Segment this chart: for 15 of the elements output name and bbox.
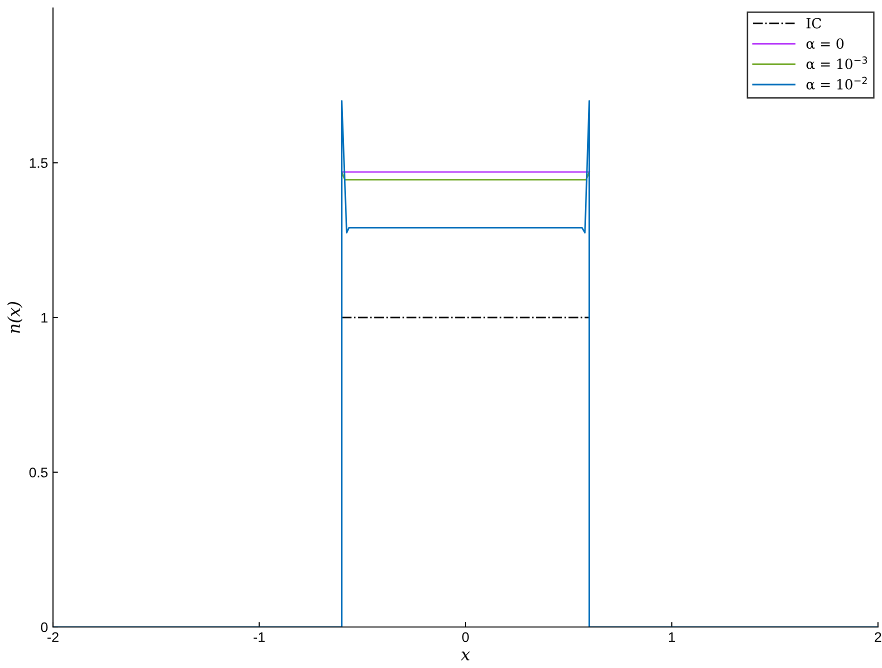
legend-label: α = 10$^{−3}$	[806, 56, 867, 70]
x-tick-label: 2	[874, 632, 882, 642]
legend-label: α = 0	[806, 38, 844, 49]
y-axis-title: n(x)	[7, 302, 22, 333]
x-tick-label: 0	[462, 632, 469, 642]
x-tick-label: 1	[668, 632, 675, 642]
x-axis-title: x	[460, 652, 470, 660]
legend-label: α = 10$^{−2}$	[806, 76, 867, 90]
y-tick-label: 0.5	[29, 468, 48, 478]
legend-label: IC	[806, 18, 822, 28]
x-tick-label: -1	[254, 632, 265, 642]
y-tick-label: 0	[40, 622, 48, 632]
y-tick-label: 1.5	[30, 158, 48, 168]
x-tick-label: -2	[47, 632, 58, 642]
y-tick-label: 1	[41, 312, 48, 323]
